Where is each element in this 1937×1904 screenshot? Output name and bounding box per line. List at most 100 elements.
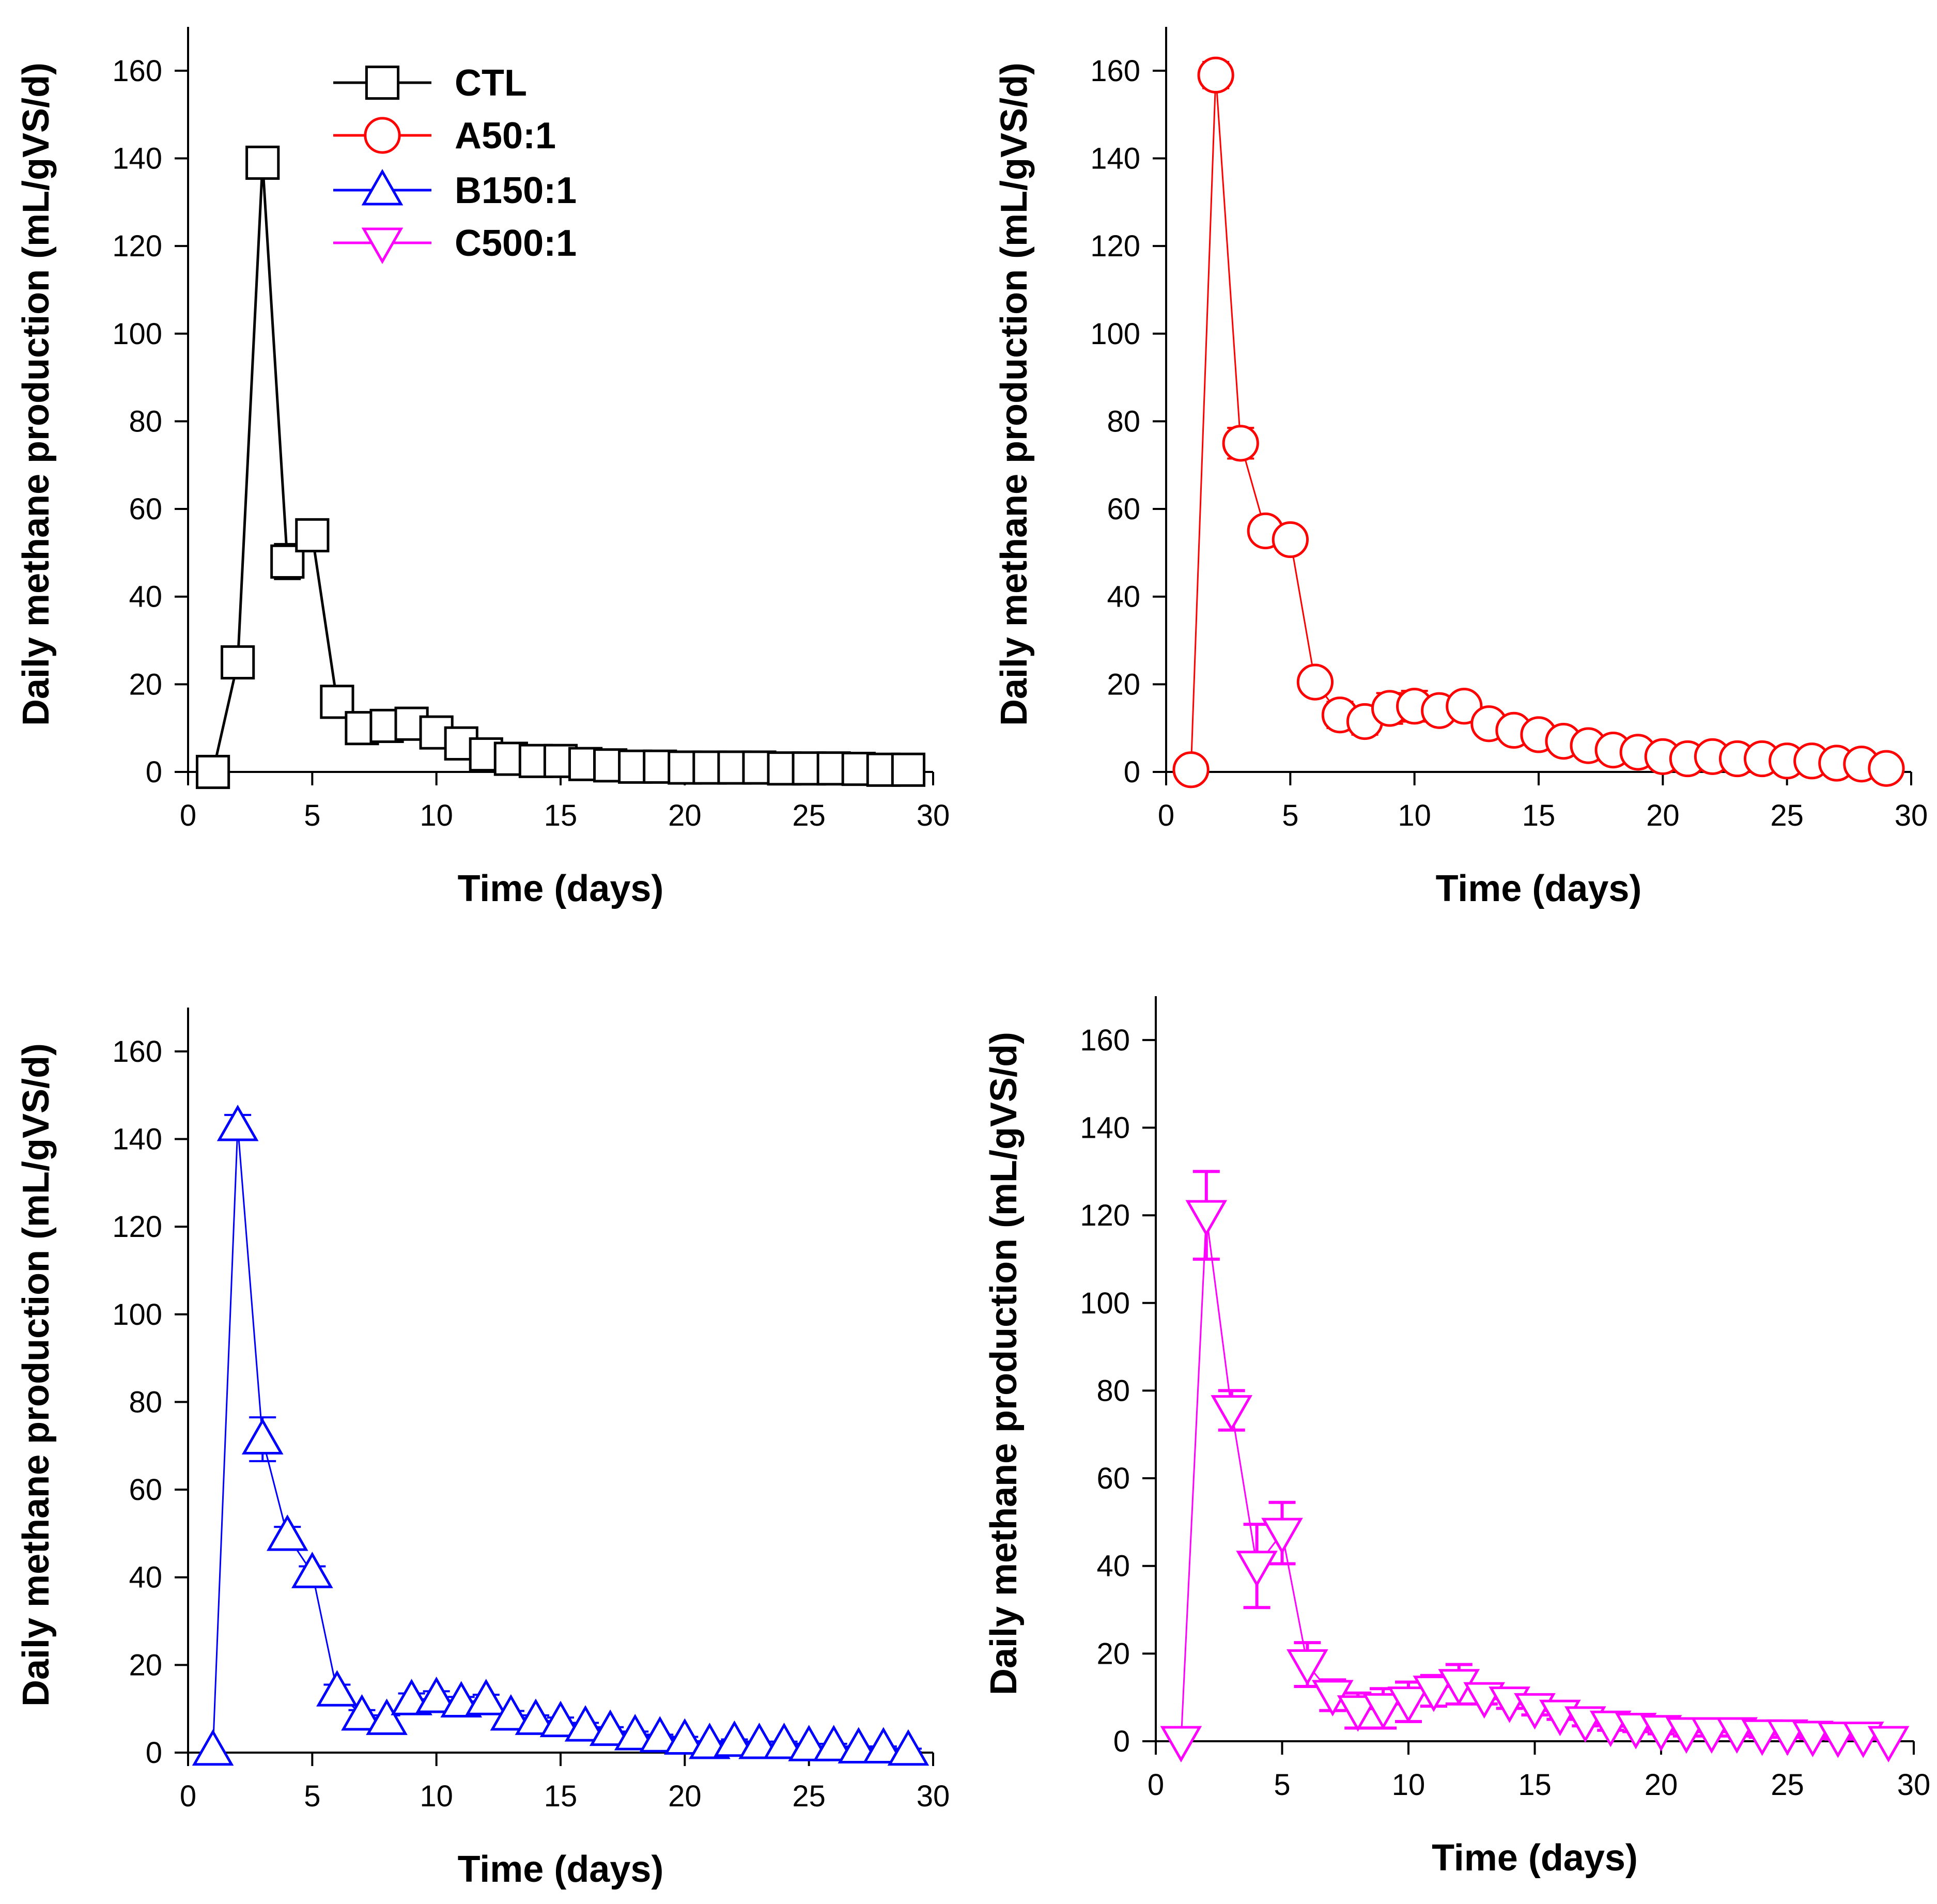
x-tick-label: 0 [1148, 1768, 1164, 1802]
data-point [216, 1104, 259, 1141]
legend-label: B150:1 [455, 170, 577, 211]
series-line [212, 1125, 909, 1752]
x-tick-label: 20 [1645, 1768, 1678, 1802]
y-tick-label: 80 [129, 405, 162, 438]
x-tick-label: 0 [180, 1779, 196, 1813]
data-point [1741, 1719, 1783, 1756]
x-tick-label: 5 [304, 1779, 320, 1813]
data-point [1413, 1675, 1455, 1712]
data-point [838, 1727, 880, 1764]
x-tick-label: 20 [668, 1779, 702, 1813]
data-point [291, 1552, 333, 1588]
x-tick-label: 20 [1646, 799, 1680, 832]
x-tick-label: 5 [1274, 1768, 1290, 1802]
y-axis-title: Daily methane production (mL/gVS/d) [16, 63, 57, 726]
data-point [1387, 1686, 1430, 1723]
data-point [1211, 1395, 1253, 1432]
series-C500:1 [1160, 1170, 1910, 1763]
x-tick-label: 10 [420, 1779, 453, 1813]
y-tick-label: 120 [112, 1210, 162, 1244]
data-point [366, 1698, 408, 1735]
series-line [1190, 75, 1887, 770]
data-point [266, 1514, 308, 1551]
data-point [1236, 1551, 1278, 1587]
y-tick-label: 60 [129, 1473, 162, 1507]
x-tick-label: 10 [1398, 799, 1431, 832]
legend-label: CTL [455, 63, 527, 104]
y-tick-label: 160 [112, 1035, 162, 1069]
data-point [1362, 1693, 1404, 1730]
data-point [564, 1705, 607, 1742]
y-tick-label: 20 [1107, 668, 1140, 701]
x-tick-label: 30 [917, 1779, 950, 1813]
data-point [1691, 1717, 1733, 1754]
chart-panel-ctl: 0 20 40 60 80 100 120 140 160 0 5 10 15 20 25 30 Time (d… [16, 27, 950, 909]
data-point [763, 1722, 805, 1759]
x-axis-title: Time (days) [1432, 1837, 1638, 1879]
data-point [862, 1727, 905, 1764]
legend-item-CTL: CTL [333, 63, 527, 104]
legend-item-C500:1: C500:1 [333, 223, 577, 265]
y-tick-label: 80 [129, 1385, 162, 1419]
y-tick-label: 120 [112, 229, 162, 263]
y-tick-label: 80 [1107, 405, 1140, 438]
chart-panel-c500: 0 20 40 60 80 100 120 140 160 0 5 10 15 20 25 30 Time (d… [983, 996, 1930, 1879]
x-tick-label: 15 [1522, 799, 1556, 832]
data-point [295, 518, 330, 553]
data-point [1272, 521, 1309, 559]
chart-panel-a50: 0 20 40 60 80 100 120 140 160 0 5 10 15 20 25 30 Time (d… [994, 27, 1928, 909]
y-tick-label: 100 [112, 317, 162, 351]
y-tick-label: 60 [1107, 492, 1140, 526]
data-point [1868, 750, 1905, 787]
x-axis-title: Time (days) [458, 1849, 664, 1890]
data-point [1287, 1649, 1328, 1686]
y-tick-label: 160 [112, 54, 162, 88]
data-point [1222, 425, 1259, 462]
data-point [316, 1670, 358, 1707]
y-tick-label: 0 [146, 755, 162, 789]
x-tick-label: 25 [1770, 799, 1804, 832]
data-point [1160, 1726, 1202, 1763]
y-tick-label: 120 [1080, 1199, 1130, 1232]
legend-label: A50:1 [455, 115, 556, 157]
data-point [195, 754, 230, 790]
data-point [1261, 1518, 1303, 1555]
x-tick-label: 15 [544, 1779, 578, 1813]
x-tick-label: 30 [917, 799, 950, 832]
legend-marker [361, 227, 404, 265]
data-point [614, 1714, 656, 1751]
x-tick-label: 0 [180, 799, 196, 832]
y-tick-label: 160 [1090, 54, 1140, 88]
x-axis-title: Time (days) [1436, 868, 1642, 909]
data-point [813, 1725, 855, 1761]
data-point [192, 1729, 234, 1766]
y-tick-label: 40 [129, 580, 162, 614]
legend-marker [361, 168, 404, 206]
data-point [714, 1720, 755, 1757]
x-tick-label: 15 [1518, 1768, 1552, 1802]
series-B150:1 [192, 1104, 929, 1766]
data-point [341, 1694, 383, 1731]
y-axis-title: Daily methane production (mL/gVS/d) [983, 1032, 1025, 1695]
y-tick-label: 140 [1090, 142, 1140, 175]
x-tick-label: 25 [792, 1779, 826, 1813]
y-tick-label: 20 [129, 668, 162, 701]
data-point [1197, 56, 1234, 94]
x-tick-label: 30 [1897, 1768, 1931, 1802]
data-point [539, 1700, 582, 1738]
data-point [1817, 1722, 1859, 1758]
data-point [891, 752, 926, 787]
data-point [639, 1716, 681, 1753]
series-line [1180, 1215, 1889, 1742]
data-point [788, 1725, 830, 1761]
data-point [465, 1679, 507, 1715]
y-axis-title: Daily methane production (mL/gVS/d) [16, 1043, 57, 1707]
legend-label: C500:1 [455, 223, 577, 264]
legend-marker [365, 65, 400, 100]
y-tick-label: 100 [1080, 1287, 1130, 1320]
y-axis-title: Daily methane production (mL/gVS/d) [994, 63, 1035, 726]
x-tick-label: 10 [420, 799, 453, 832]
y-tick-label: 40 [1107, 580, 1140, 614]
y-tick-label: 0 [1113, 1725, 1130, 1758]
